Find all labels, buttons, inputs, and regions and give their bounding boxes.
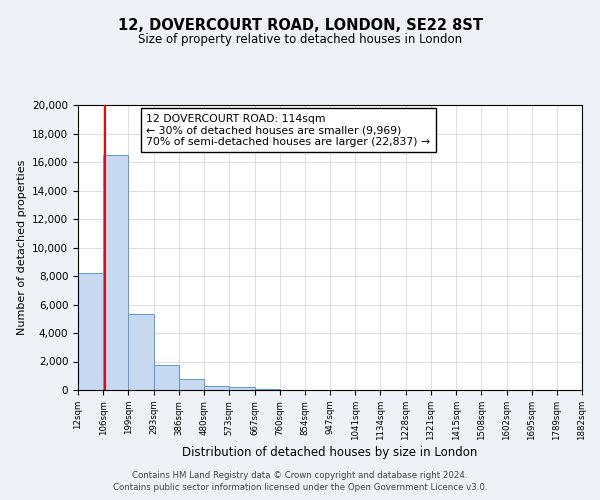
Bar	[254, 388, 280, 390]
Bar	[229, 387, 254, 390]
Text: 12 DOVERCOURT ROAD: 114sqm
← 30% of detached houses are smaller (9,969)
70% of s: 12 DOVERCOURT ROAD: 114sqm ← 30% of deta…	[146, 114, 430, 147]
Bar	[179, 380, 204, 390]
Text: 12, DOVERCOURT ROAD, LONDON, SE22 8ST: 12, DOVERCOURT ROAD, LONDON, SE22 8ST	[118, 18, 482, 32]
Y-axis label: Number of detached properties: Number of detached properties	[17, 160, 26, 335]
X-axis label: Distribution of detached houses by size in London: Distribution of detached houses by size …	[182, 446, 478, 458]
Bar	[128, 314, 154, 390]
Bar	[78, 273, 103, 390]
Bar	[103, 155, 128, 390]
Text: Size of property relative to detached houses in London: Size of property relative to detached ho…	[138, 32, 462, 46]
Bar	[154, 365, 179, 390]
Text: Contains public sector information licensed under the Open Government Licence v3: Contains public sector information licen…	[113, 484, 487, 492]
Bar	[204, 386, 229, 390]
Text: Contains HM Land Registry data © Crown copyright and database right 2024.: Contains HM Land Registry data © Crown c…	[132, 471, 468, 480]
